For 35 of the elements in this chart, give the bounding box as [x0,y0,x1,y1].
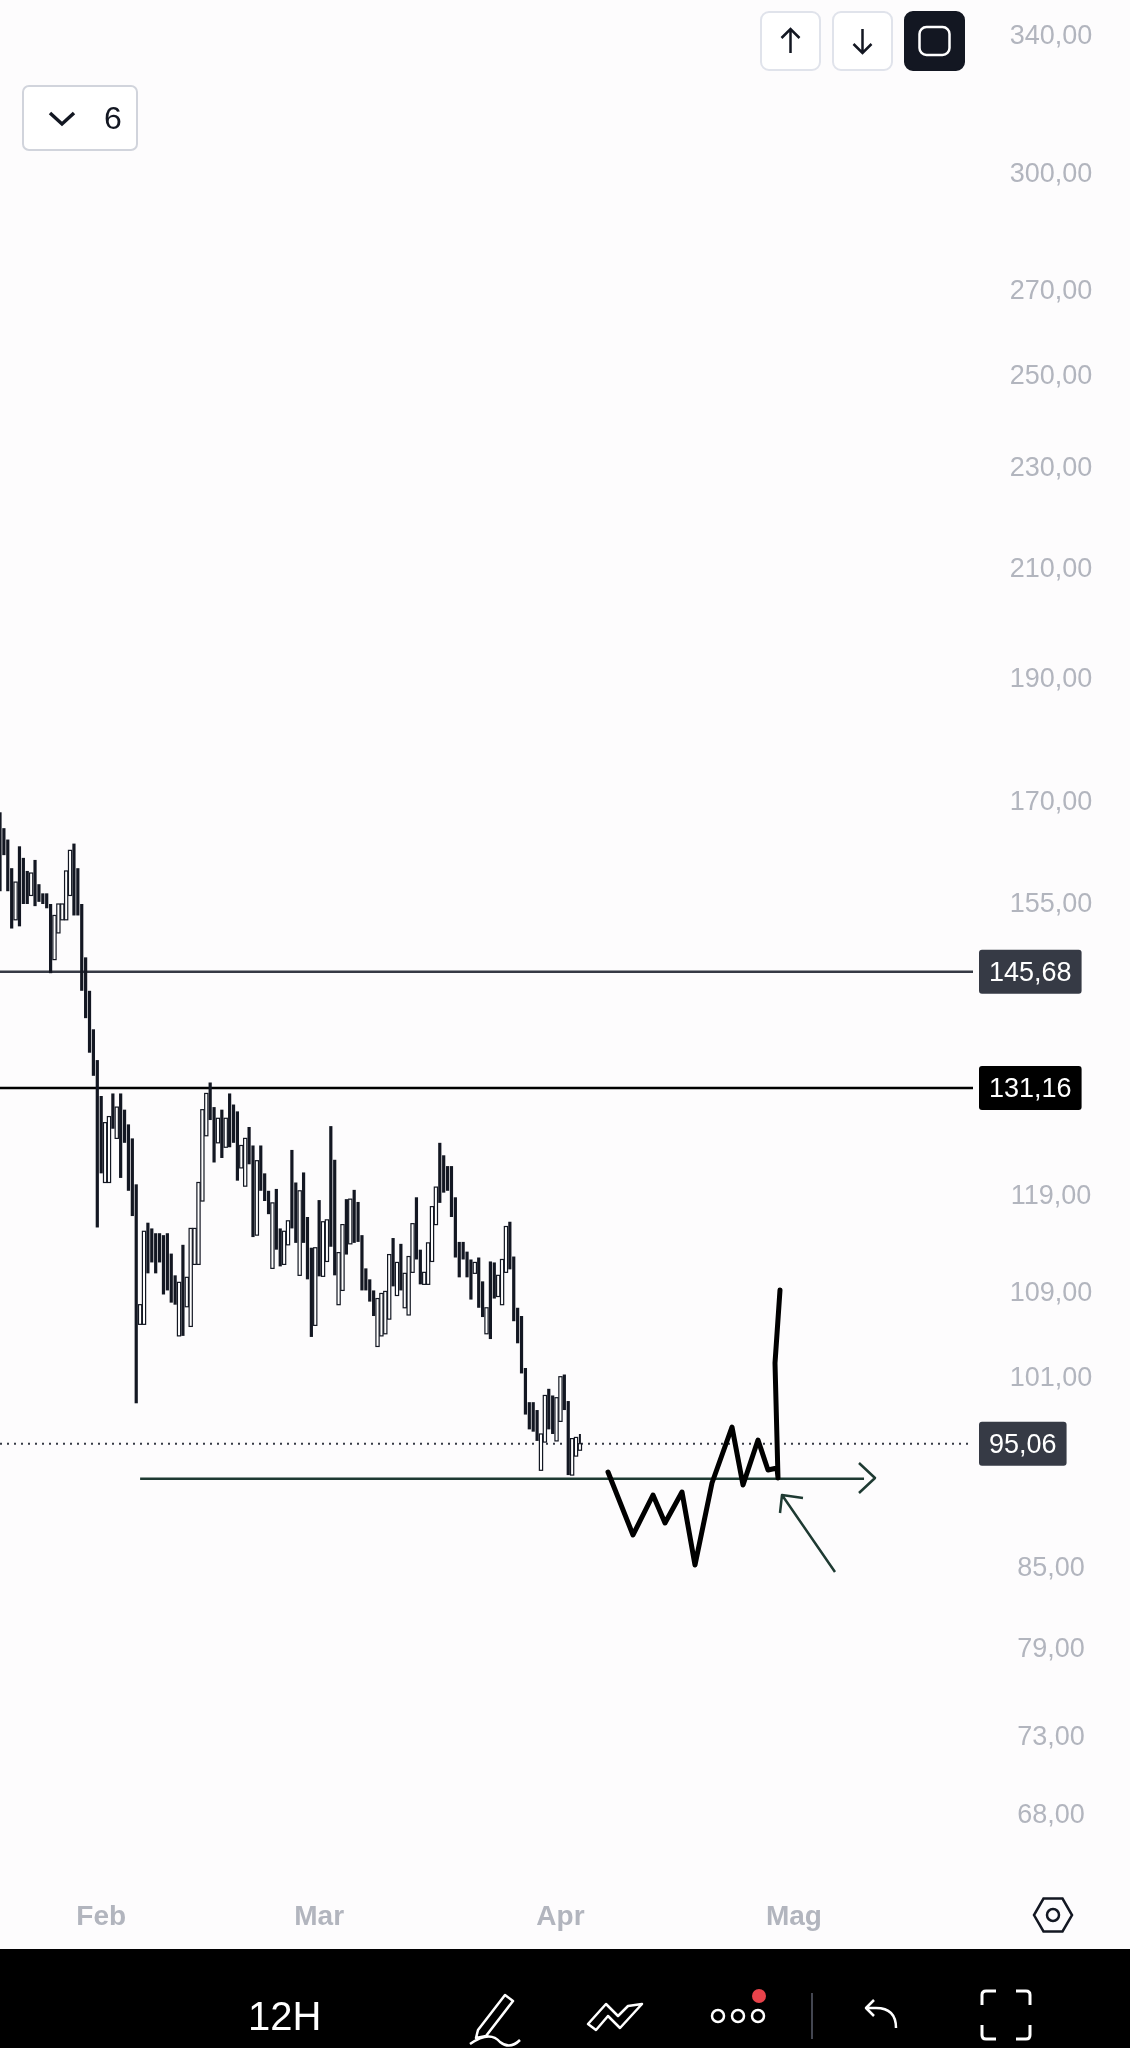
y-tick-label: 68,00 [1017,1799,1085,1829]
y-tick-label: 79,00 [1017,1633,1085,1664]
candlestick [119,1093,123,1178]
y-tick-label: 85,00 [1017,1552,1085,1583]
candlestick [352,1189,356,1243]
candlestick [220,1109,224,1158]
candlestick [33,859,37,907]
x-tick-label: Mar [294,1899,345,1931]
candlestick [72,843,76,916]
candlestick [17,846,22,927]
candlestick [488,1261,492,1340]
ref-line-label: 95,06 [989,1428,1057,1459]
ref-line-label: 131,16 [989,1072,1072,1103]
y-tick-label: 270,00 [1009,274,1093,305]
y-tick-label: 300,00 [1009,158,1093,189]
y-tick-label: 340,00 [1009,20,1093,50]
y-tick-label: 119,00 [1010,1180,1092,1211]
y-tick-label: 73,00 [1017,1720,1085,1751]
y-tick-label: 155,00 [1009,888,1093,919]
y-tick-label: 190,00 [1009,663,1093,694]
y-tick-label: 210,00 [1009,552,1093,583]
x-tick-label: Feb [76,1899,127,1931]
y-tick-label: 101,00 [1009,1361,1093,1392]
x-tick-label: Apr [536,1899,585,1931]
annotation: 6 [104,100,122,136]
y-tick-label: 250,00 [1009,359,1093,390]
candlestick [161,1235,166,1295]
x-tick-label: Mag [765,1899,822,1931]
y-tick-label: 109,00 [1009,1277,1093,1308]
text: 12H [248,1994,322,2038]
y-tick-label: 170,00 [1009,786,1093,817]
candlestick [181,1244,185,1336]
ref-line-label: 145,68 [989,956,1072,987]
candlestick [188,1227,193,1328]
y-tick-label: 230,00 [1009,452,1093,483]
